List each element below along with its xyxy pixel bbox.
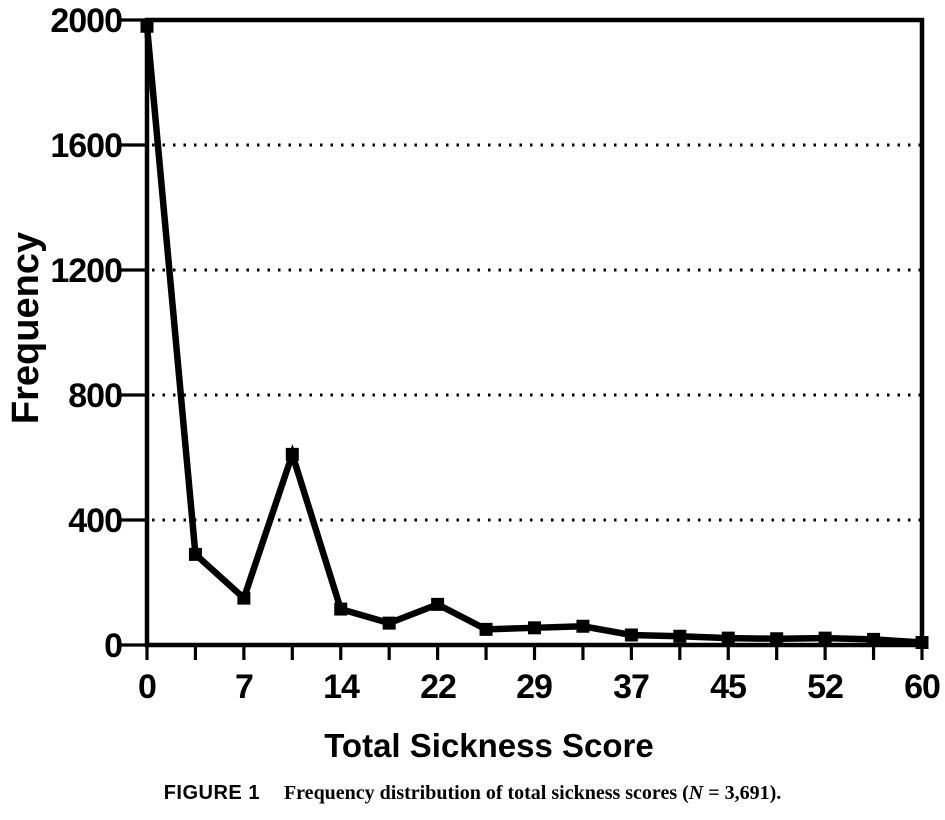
data-point-marker bbox=[576, 619, 590, 633]
y-axis-title: Frequency bbox=[5, 232, 47, 424]
data-point-marker bbox=[382, 616, 396, 630]
figure-number-label: FIGURE 1 bbox=[163, 782, 260, 804]
data-point-marker bbox=[915, 636, 929, 649]
frequency-series-line bbox=[143, 25, 923, 646]
data-point-marker bbox=[188, 547, 202, 561]
data-point-marker bbox=[479, 622, 493, 636]
x-tick-label-60: 60 bbox=[904, 668, 940, 706]
data-point-marker bbox=[624, 628, 638, 642]
data-point-marker bbox=[673, 629, 687, 643]
caption-n-symbol: N bbox=[688, 782, 704, 804]
x-axis-title: Total Sickness Score bbox=[324, 727, 654, 764]
data-point-marker bbox=[285, 447, 299, 461]
data-point-marker bbox=[528, 621, 541, 635]
x-tick-label-0: 0 bbox=[138, 668, 156, 706]
y-tick-label-800: 800 bbox=[68, 377, 122, 415]
x-tick-label-7: 7 bbox=[235, 668, 253, 706]
y-tick-label-400: 400 bbox=[68, 502, 122, 540]
data-point-marker bbox=[770, 632, 784, 646]
x-tick-label-45: 45 bbox=[710, 668, 746, 706]
plot-frame bbox=[144, 17, 925, 648]
x-tick-label-14: 14 bbox=[323, 668, 360, 706]
x-tick-label-22: 22 bbox=[420, 668, 456, 706]
data-point-marker bbox=[867, 632, 881, 646]
data-point-marker bbox=[431, 597, 445, 611]
x-tick-label-29: 29 bbox=[516, 668, 552, 706]
data-point-marker bbox=[140, 19, 154, 33]
y-tick-label-1200: 1200 bbox=[50, 252, 122, 290]
caption-text-before-n: Frequency distribution of total sickness… bbox=[283, 782, 689, 804]
y-tick-label-0: 0 bbox=[104, 627, 122, 665]
figure-caption: FIGURE 1 Frequency distribution of total … bbox=[0, 782, 945, 805]
data-point-marker bbox=[237, 591, 251, 605]
x-tick-label-52: 52 bbox=[807, 668, 843, 706]
x-tick-label-37: 37 bbox=[613, 668, 649, 706]
plot-area bbox=[120, 17, 929, 660]
data-point-marker bbox=[818, 631, 832, 645]
y-tick-label-2000: 2000 bbox=[50, 2, 122, 40]
data-point-marker bbox=[334, 602, 348, 616]
caption-text-after-n: = 3,691). bbox=[703, 782, 782, 804]
y-tick-label-1600: 1600 bbox=[50, 127, 122, 165]
data-point-marker bbox=[721, 631, 735, 645]
